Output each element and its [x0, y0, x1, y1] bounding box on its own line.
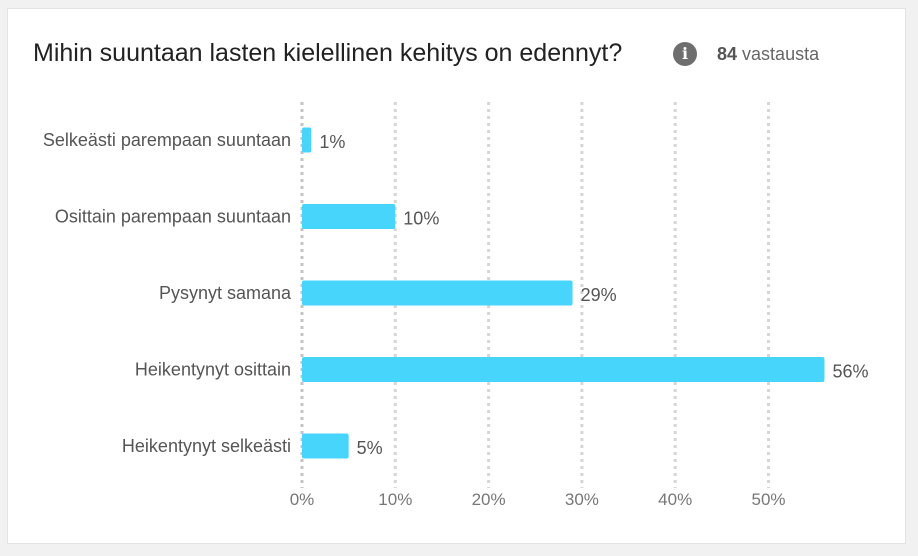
data-label: 29%	[581, 285, 617, 305]
data-label: 5%	[357, 438, 383, 458]
bar	[302, 357, 825, 382]
bar	[302, 204, 396, 229]
chart-card: Mihin suuntaan lasten kielellinen kehity…	[7, 8, 906, 544]
category-label: Pysynyt samana	[159, 283, 292, 303]
data-label: 10%	[403, 209, 439, 229]
data-label: 56%	[832, 362, 868, 382]
data-label: 1%	[319, 132, 345, 152]
bar	[302, 127, 312, 153]
response-count: 84 vastausta	[717, 44, 819, 65]
category-label: Heikentynyt selkeästi	[122, 436, 291, 456]
x-tick-label: 40%	[658, 490, 692, 509]
category-label: Osittain parempaan suuntaan	[55, 207, 291, 227]
response-count-number: 84	[717, 44, 738, 64]
category-label: Heikentynyt osittain	[135, 360, 291, 380]
x-tick-label: 50%	[751, 490, 785, 509]
info-icon[interactable]: i	[673, 42, 697, 66]
x-tick-label: 20%	[472, 490, 506, 509]
x-tick-label: 0%	[290, 490, 315, 509]
bar	[302, 433, 349, 459]
x-tick-label: 10%	[378, 490, 412, 509]
chart-title: Mihin suuntaan lasten kielellinen kehity…	[33, 39, 623, 67]
bar	[302, 280, 573, 306]
category-label: Selkeästi parempaan suuntaan	[43, 130, 291, 150]
response-count-label: vastausta	[742, 44, 820, 64]
x-tick-label: 30%	[565, 490, 599, 509]
